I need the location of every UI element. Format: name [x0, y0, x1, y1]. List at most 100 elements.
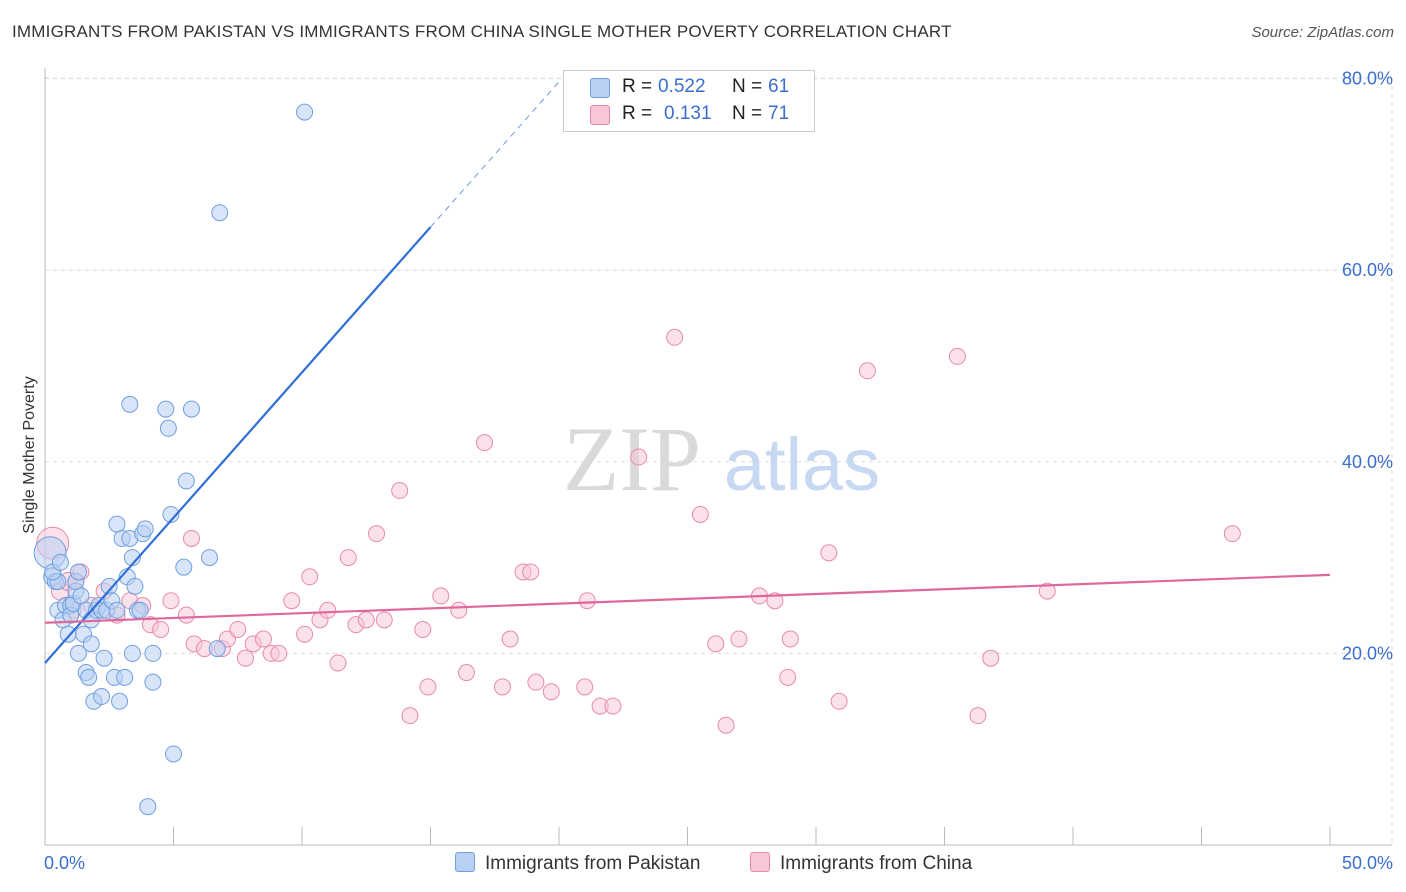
pakistan-point	[159, 419, 177, 437]
china-point	[319, 601, 337, 619]
pakistan-point	[165, 745, 182, 763]
pakistan-point	[144, 673, 162, 691]
legend-label: Immigrants from Pakistan	[485, 853, 701, 874]
source-label: Source: ZipAtlas.com	[1251, 24, 1394, 41]
pakistan-point	[116, 668, 134, 686]
china-point	[1223, 525, 1241, 543]
china-point	[419, 678, 437, 696]
china-point	[779, 668, 797, 686]
n-label: N =	[732, 103, 763, 124]
pakistan-point	[211, 204, 229, 222]
china-point	[691, 505, 709, 523]
china-point	[578, 592, 596, 610]
pakistan-point	[59, 625, 77, 643]
pakistan-point	[51, 553, 69, 571]
correlation-legend: R = 0.522 N = 61 R = 0.131 N = 71	[563, 70, 815, 132]
china-point	[542, 683, 560, 701]
y-tick-label: 20.0%	[1342, 643, 1393, 663]
china-point	[457, 664, 475, 682]
china-point	[329, 654, 347, 672]
watermark-atlas: atlas	[724, 423, 880, 506]
china-point	[830, 692, 848, 710]
china-point	[982, 649, 1000, 667]
china-point	[630, 448, 648, 466]
china-point	[296, 625, 314, 643]
china-point	[152, 620, 170, 638]
china-point	[368, 525, 386, 543]
r-value: 0.522	[658, 76, 706, 97]
china-point	[283, 592, 301, 610]
pakistan-point	[136, 520, 154, 538]
gridlines	[45, 77, 1393, 845]
china-point	[236, 649, 254, 667]
pakistan-point	[175, 558, 193, 576]
china-point	[450, 601, 468, 619]
china-point	[730, 630, 748, 648]
r-label: R =	[622, 76, 653, 97]
china-point	[357, 611, 375, 629]
pakistan-swatch	[455, 852, 475, 872]
pakistan-trend-extension	[430, 81, 560, 228]
china-point	[475, 434, 493, 452]
pakistan-point	[108, 601, 126, 619]
pakistan-point	[177, 472, 195, 490]
china-point	[707, 635, 725, 653]
china-point	[858, 362, 876, 380]
china-swatch	[750, 852, 770, 872]
china-point	[666, 328, 684, 346]
n-value: 71	[768, 103, 790, 124]
pakistan-point	[182, 400, 200, 418]
pakistan-point	[123, 644, 141, 662]
china-point	[501, 630, 519, 648]
china-point	[969, 707, 987, 725]
axes	[44, 68, 1392, 846]
china-point	[781, 630, 799, 648]
x-tick-label-min: 0.0%	[44, 853, 85, 873]
china-point	[401, 707, 419, 725]
trend-lines	[44, 81, 1331, 664]
pakistan-point	[200, 549, 218, 567]
pakistan-point	[126, 577, 144, 595]
china-point	[820, 544, 838, 562]
pakistan-swatch	[590, 78, 610, 98]
y-tick-label: 60.0%	[1342, 260, 1393, 280]
pakistan-point	[131, 601, 149, 619]
pakistan-point	[95, 649, 113, 667]
n-label: N =	[732, 76, 763, 97]
china-point	[414, 620, 432, 638]
r-value: 0.131	[664, 103, 712, 124]
pakistan-point	[108, 515, 126, 533]
pakistan-point	[72, 587, 90, 605]
china-series	[36, 328, 1241, 734]
pakistan-point	[80, 668, 98, 686]
pakistan-point	[82, 635, 100, 653]
china-point	[527, 673, 545, 691]
china-point	[177, 606, 195, 624]
r-label: R =	[622, 103, 653, 124]
china-swatch	[590, 105, 610, 125]
china-point	[1038, 582, 1056, 600]
china-point	[229, 620, 247, 638]
china-point	[493, 678, 511, 696]
pakistan-point	[69, 563, 87, 581]
bottom-legend-pakistan: Immigrants from Pakistan	[455, 852, 700, 875]
pakistan-point	[208, 640, 226, 658]
china-point	[162, 592, 180, 610]
china-point	[182, 529, 200, 547]
china-point	[301, 568, 319, 586]
china-point	[432, 587, 450, 605]
x-tick-label-max: 50.0%	[1342, 853, 1393, 873]
watermark: ZIP atlas	[563, 408, 880, 510]
china-point	[948, 347, 966, 365]
china-point	[270, 644, 288, 662]
china-point	[375, 611, 393, 629]
pakistan-series	[33, 103, 314, 816]
pakistan-point	[157, 400, 175, 418]
pakistan-point	[139, 798, 157, 816]
china-point	[391, 482, 409, 500]
china-point	[576, 678, 594, 696]
pakistan-point	[93, 688, 111, 706]
y-tick-label: 40.0%	[1342, 452, 1393, 472]
pakistan-point	[69, 644, 87, 662]
